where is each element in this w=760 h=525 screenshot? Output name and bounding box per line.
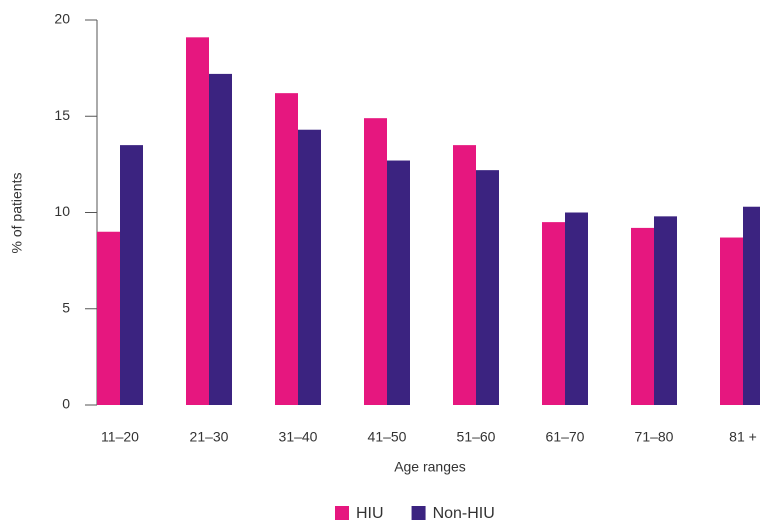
bar <box>97 231 120 405</box>
bar <box>476 170 499 405</box>
x-tick-label: 61–70 <box>546 429 585 445</box>
x-tick-label: 11–20 <box>101 429 139 445</box>
bar <box>743 206 760 405</box>
x-axis-title: Age ranges <box>394 459 466 475</box>
bar <box>120 145 143 405</box>
x-tick-label: 31–40 <box>279 429 318 445</box>
x-tick-label: 41–50 <box>368 429 407 445</box>
bar <box>298 129 321 405</box>
bar <box>453 145 476 405</box>
bar <box>565 212 588 405</box>
bar <box>186 37 209 405</box>
legend-swatch <box>411 506 426 520</box>
bar <box>387 160 410 405</box>
bar <box>654 216 677 405</box>
bar <box>542 222 565 405</box>
bar <box>631 227 654 405</box>
bar <box>720 237 743 405</box>
legend-label: Non-HIU <box>433 505 495 522</box>
x-tick-label: 81 + <box>729 429 757 445</box>
y-tick-label: 15 <box>54 107 70 123</box>
legend-label: HIU <box>356 505 384 522</box>
x-tick-label: 51–60 <box>457 429 496 445</box>
bar <box>209 73 232 406</box>
legend-swatch <box>335 506 349 520</box>
y-tick-label: 20 <box>54 11 70 27</box>
y-tick-label: 0 <box>62 396 70 412</box>
bar <box>275 93 298 406</box>
x-tick-label: 71–80 <box>635 429 674 445</box>
y-tick-label: 10 <box>54 203 70 219</box>
x-tick-label: 21–30 <box>190 429 229 445</box>
bar <box>364 118 387 406</box>
y-tick-label: 5 <box>62 299 70 315</box>
y-axis-title: % of patients <box>9 173 25 254</box>
